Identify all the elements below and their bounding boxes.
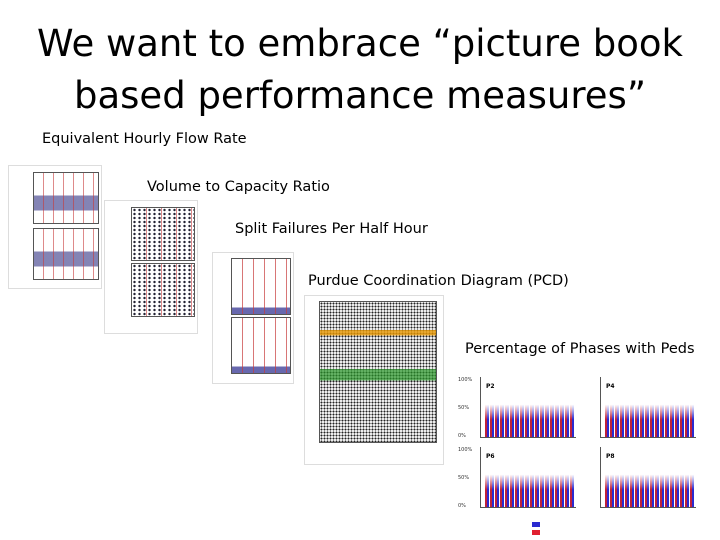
vc-ratio-thumbnail xyxy=(104,200,198,334)
plot-area xyxy=(480,377,576,438)
plot-area xyxy=(231,317,291,374)
panel-label: Equivalent Hourly Flow Rate xyxy=(40,131,249,147)
phase-label: P8 xyxy=(606,453,615,460)
slide-title-line: We want to embrace “picture book xyxy=(37,22,683,65)
plot-area xyxy=(131,207,195,261)
plot-area xyxy=(33,228,99,280)
plot-area xyxy=(33,172,99,224)
legend-swatch xyxy=(532,530,540,535)
flow-rate-thumbnail xyxy=(8,165,102,289)
peds-thumbnail: P2 P4 P6 P8 100% 50% 0% 100% 50% 0% xyxy=(450,365,704,537)
phase-label: P2 xyxy=(486,383,495,390)
plot-area xyxy=(319,301,437,443)
pcd-thumbnail xyxy=(304,295,444,465)
axis-label: 0% xyxy=(458,503,466,509)
slide-title-line: based performance measures” xyxy=(74,74,646,117)
axis-label: 100% xyxy=(458,447,473,453)
axis-label: 100% xyxy=(458,377,473,383)
plot-area xyxy=(480,447,576,508)
panel-label: Volume to Capacity Ratio xyxy=(145,179,332,195)
split-failure-thumbnail xyxy=(212,252,294,384)
plot-area xyxy=(600,377,696,438)
panel-label: Purdue Coordination Diagram (PCD) xyxy=(306,273,571,289)
bar-texture xyxy=(485,457,574,507)
bar-texture xyxy=(605,387,694,437)
panel-label: Split Failures Per Half Hour xyxy=(233,221,430,237)
plot-area xyxy=(131,263,195,317)
bar-texture xyxy=(485,387,574,437)
bar-texture xyxy=(605,457,694,507)
axis-label: 0% xyxy=(458,433,466,439)
panel-label: Percentage of Phases with Peds xyxy=(463,341,697,357)
axis-label: 50% xyxy=(458,475,470,481)
legend-swatch xyxy=(532,522,540,527)
plot-area xyxy=(600,447,696,508)
phase-label: P6 xyxy=(486,453,495,460)
plot-area xyxy=(231,258,291,315)
phase-label: P4 xyxy=(606,383,615,390)
axis-label: 50% xyxy=(458,405,470,411)
